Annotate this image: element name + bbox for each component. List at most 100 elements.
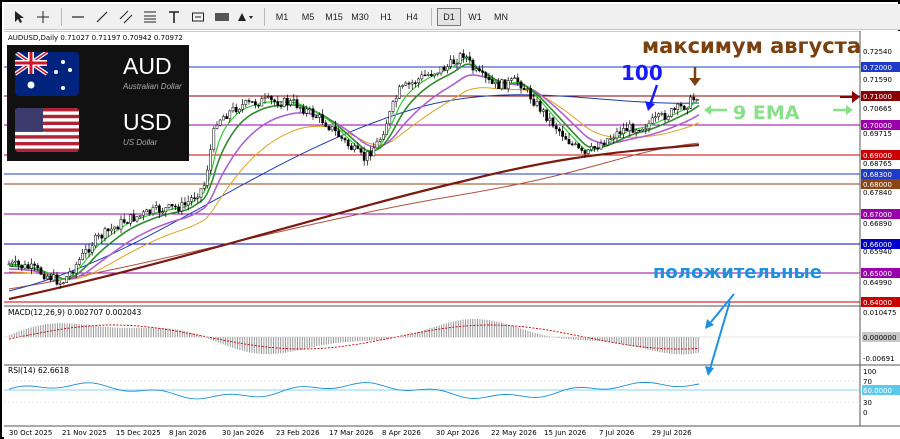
timeframe-m15[interactable]: M15: [325, 11, 343, 22]
chart-area[interactable]: 0.72000 0.71000 0.70000 0.69000 0.68300 0.680…: [4, 30, 900, 439]
price-level-tag: [861, 239, 900, 249]
macd-bar: [568, 337, 570, 340]
macd-bar: [352, 337, 354, 342]
price-level-label: 0.71000: [863, 93, 892, 101]
macd-bar: [309, 337, 310, 348]
candle: [26, 261, 30, 270]
macd-bar: [467, 319, 469, 338]
timeframe-d1[interactable]: D1: [437, 7, 461, 26]
candle: [142, 210, 145, 221]
macd-bar: [383, 337, 385, 340]
macd-bar: [693, 337, 694, 354]
macd-bar: [357, 337, 358, 342]
candle: [151, 204, 155, 217]
candle: [97, 232, 100, 240]
arrow-positive-rsi-head: [705, 366, 714, 376]
candle: [602, 140, 606, 147]
macd-bar: [141, 327, 142, 338]
text-icon[interactable]: [163, 7, 185, 27]
macd-bar: [157, 327, 159, 338]
candle: [660, 111, 664, 117]
macd-bar: [402, 336, 404, 338]
trendline-icon[interactable]: [91, 7, 113, 27]
macd-bar: [78, 324, 80, 338]
rsi-axis-30: 30: [863, 399, 872, 407]
macd-bar: [155, 327, 157, 338]
candle: [100, 233, 104, 244]
timeframe-h1[interactable]: H1: [380, 11, 392, 22]
candle: [20, 264, 24, 272]
macd-bar: [136, 327, 138, 338]
macd-bar: [491, 320, 493, 338]
macd-bar: [529, 331, 531, 338]
timeframe-m5[interactable]: M5: [301, 11, 315, 22]
macd-bar: [114, 327, 116, 338]
quote-currency-row: USD US Dollar: [7, 103, 189, 159]
candle: [452, 55, 456, 65]
candle: [305, 105, 308, 117]
candle: [276, 95, 280, 109]
macd-bar: [479, 319, 481, 338]
macd-bar: [150, 327, 152, 338]
macd-bar: [508, 324, 510, 338]
candle: [177, 203, 180, 214]
candle: [593, 145, 596, 152]
macd-bar: [640, 337, 642, 348]
timeframe-w1[interactable]: W1: [468, 11, 482, 22]
candle: [497, 78, 500, 90]
candle: [465, 54, 468, 63]
australia-flag-icon: [15, 52, 79, 96]
candle: [478, 65, 481, 73]
macd-bar: [585, 337, 586, 341]
macd-bar: [498, 322, 500, 338]
toolbar-divider: [264, 7, 265, 26]
macd-bar: [657, 337, 658, 352]
channel-icon[interactable]: [115, 7, 137, 27]
macd-bar: [33, 326, 34, 338]
candle: [298, 106, 302, 112]
candle: [145, 208, 148, 213]
candle: [372, 142, 376, 157]
candle: [238, 108, 241, 114]
timeframe-m1[interactable]: M1: [275, 11, 289, 22]
candle: [33, 261, 36, 272]
date-axis-tick: 22 May 2026: [491, 429, 537, 437]
candle: [199, 187, 203, 203]
candle: [350, 142, 353, 151]
macd-bar: [690, 337, 692, 354]
timeframe-h4[interactable]: H4: [406, 11, 418, 22]
candle: [193, 192, 196, 202]
macd-bar: [340, 337, 342, 343]
rect-icon[interactable]: [211, 7, 233, 27]
ema-fast-line: [8, 63, 700, 281]
macd-bar: [599, 337, 601, 342]
macd-bar: [222, 337, 224, 345]
candle: [186, 195, 190, 211]
candle: [577, 142, 580, 149]
label-icon[interactable]: [187, 7, 209, 27]
shapes-icon[interactable]: [235, 7, 257, 27]
candle: [503, 79, 507, 90]
date-axis-tick: 23 Feb 2026: [276, 429, 320, 437]
timeframe-mn[interactable]: MN: [494, 11, 508, 22]
fib-icon[interactable]: [139, 7, 161, 27]
timeframe-m30[interactable]: M30: [351, 11, 369, 22]
cursor-icon[interactable]: [8, 7, 30, 27]
macd-bar: [85, 324, 87, 338]
candle: [436, 72, 440, 77]
hline-icon[interactable]: [67, 7, 89, 27]
macd-bar: [577, 337, 579, 340]
price-axis-tick: 0.67840: [863, 189, 892, 197]
date-axis-tick: 7 Jul 2026: [599, 429, 635, 437]
price-axis-tick: 0.66890: [863, 220, 892, 228]
candle: [116, 225, 120, 230]
crosshair-icon[interactable]: [32, 7, 54, 27]
candle: [180, 197, 184, 215]
macd-bar: [465, 319, 466, 338]
candle: [196, 193, 200, 204]
candle: [554, 122, 558, 134]
candle: [522, 83, 526, 90]
candle: [110, 223, 113, 235]
macd-bar: [481, 319, 483, 338]
candle: [161, 207, 164, 215]
